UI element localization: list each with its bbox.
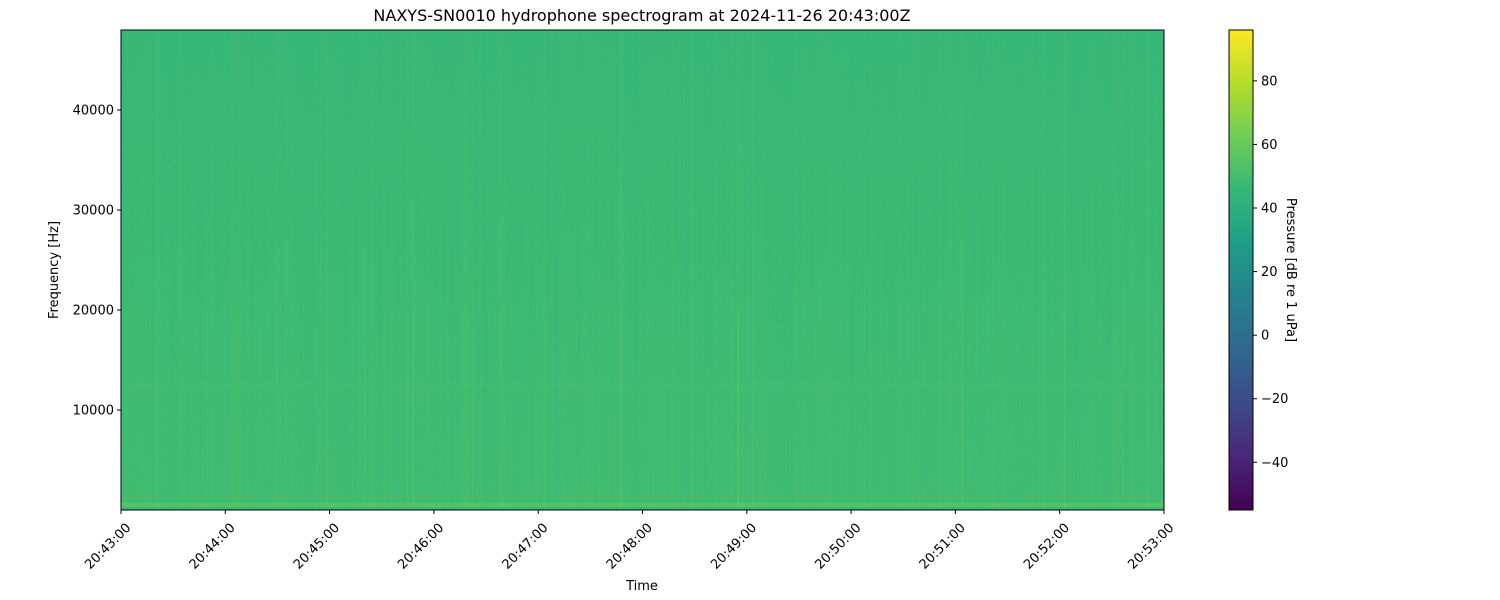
x-tick-label: 20:52:00 (1021, 521, 1073, 573)
colorbar-tick-label: 0 (1261, 329, 1269, 344)
y-tick-label: 10000 (73, 404, 114, 419)
chart-title: NAXYS-SN0010 hydrophone spectrogram at 2… (373, 6, 910, 25)
y-tick-label: 30000 (73, 204, 114, 219)
colorbar-tick-label: 20 (1261, 265, 1278, 280)
x-tick-label: 20:48:00 (604, 521, 656, 573)
spectrogram-heatmap (121, 30, 1164, 510)
x-tick-label: 20:53:00 (1125, 521, 1177, 573)
colorbar-gradient (1229, 30, 1253, 510)
colorbar-frame (1228, 29, 1254, 511)
y-tick-label: 40000 (73, 104, 114, 119)
colorbar-tick-label: −20 (1261, 392, 1288, 407)
x-tick-label: 20:47:00 (500, 521, 552, 573)
y-axis-label: Frequency [Hz] (47, 221, 62, 319)
colorbar-tick-label: 80 (1261, 74, 1278, 89)
colorbar-tick-label: 60 (1261, 138, 1278, 153)
x-tick-label: 20:49:00 (708, 521, 760, 573)
x-tick-label: 20:46:00 (395, 521, 447, 573)
y-tick-label: 20000 (73, 304, 114, 319)
x-tick-label: 20:50:00 (812, 521, 864, 573)
colorbar-tick-label: 40 (1261, 202, 1278, 217)
x-tick-label: 20:51:00 (917, 521, 969, 573)
x-axis-label: Time (625, 579, 658, 594)
plot-frame (120, 29, 1165, 511)
x-tick-label: 20:43:00 (82, 521, 134, 573)
x-tick-label: 20:45:00 (291, 521, 343, 573)
colorbar-label: Pressure [dB re 1 uPa] (1283, 198, 1298, 342)
x-tick-label: 20:44:00 (187, 521, 239, 573)
colorbar-tick-label: −40 (1261, 456, 1288, 471)
